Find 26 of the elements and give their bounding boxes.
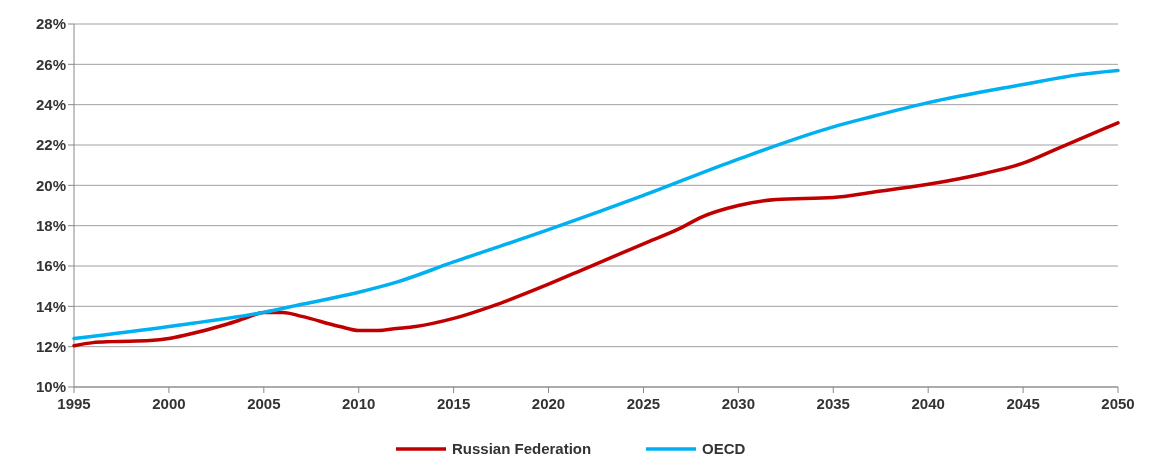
x-tick-label: 2050 [1101, 395, 1135, 412]
y-tick-label: 26% [35, 55, 66, 73]
x-tick-label: 2015 [436, 395, 471, 412]
y-tick-label: 10% [35, 378, 66, 396]
y-tick-label: 18% [35, 216, 66, 234]
y-tick-label: 24% [35, 95, 66, 113]
y-tick-label: 22% [35, 136, 66, 154]
x-tick-label: 2010 [342, 395, 376, 412]
y-tick-label: 20% [35, 176, 66, 194]
legend-label: OECD [702, 440, 746, 458]
x-tick-label: 2005 [247, 395, 281, 412]
y-tick-label: 16% [35, 257, 66, 275]
x-tick-label: 2030 [721, 395, 756, 412]
line-series [72, 68, 1120, 341]
y-tick-label: 28% [35, 15, 66, 33]
line-series [72, 121, 1120, 348]
y-tick-label: 14% [35, 297, 66, 315]
x-tick-label: 2000 [152, 395, 186, 412]
x-tick-label: 2020 [531, 395, 566, 412]
x-tick-label: 2040 [911, 395, 945, 412]
x-tick-label: 2035 [816, 395, 850, 412]
x-tick-label: 2025 [626, 395, 661, 412]
legend-label: Russian Federation [452, 440, 592, 458]
x-tick-label: 1995 [57, 395, 91, 412]
x-tick-label: 2045 [1006, 395, 1040, 412]
y-tick-label: 12% [35, 337, 66, 355]
